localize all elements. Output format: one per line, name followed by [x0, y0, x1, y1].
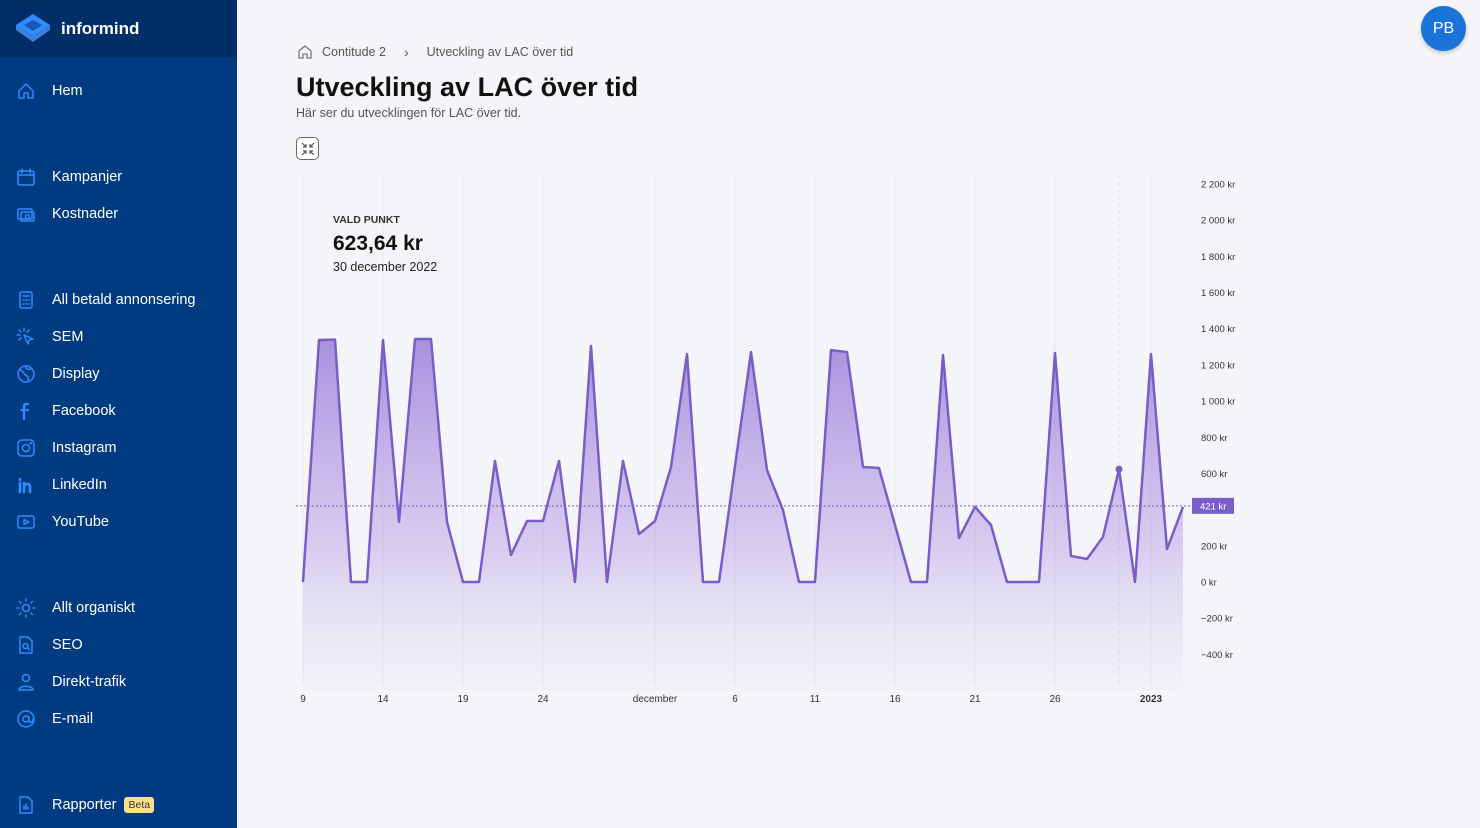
y-tick-label: 800 kr: [1201, 433, 1227, 444]
selected-point[interactable]: [1115, 465, 1123, 473]
at-icon: [17, 710, 35, 728]
selected-point-panel: VALD PUNKT 623,64 kr 30 december 2022: [333, 214, 437, 274]
sidebar-item-youtube[interactable]: YouTube: [0, 507, 237, 537]
report-icon: [19, 796, 33, 814]
x-tick-label: 6: [732, 694, 738, 705]
calculator-icon: [19, 291, 33, 309]
x-tick-label: 19: [457, 694, 469, 705]
home-icon[interactable]: [297, 44, 313, 60]
sidebar-item-label: Allt organiskt: [52, 600, 136, 616]
sidebar-item-label: SEM: [52, 329, 84, 345]
x-tick-label: 11: [810, 694, 821, 705]
search-document-icon: [19, 636, 33, 654]
instagram-icon: [17, 439, 35, 457]
average-label: 421 kr: [1200, 501, 1226, 512]
sidebar-item-label: Hem: [52, 83, 83, 99]
sidebar-item-label: E-mail: [52, 711, 94, 727]
youtube-icon: [17, 515, 35, 529]
x-tick-label: december: [633, 694, 678, 705]
cursor-click-icon: [16, 327, 34, 345]
globe-icon: [17, 365, 35, 383]
y-tick-label: 1 600 kr: [1201, 288, 1235, 299]
sidebar: informind Hem Kampanjer Kostnader All betal…: [0, 0, 237, 828]
chevron-right-icon: ›: [403, 44, 409, 60]
sidebar-item-label: SEO: [52, 637, 83, 653]
y-tick-label: −400 kr: [1201, 650, 1233, 661]
y-tick-label: 1 200 kr: [1201, 360, 1235, 371]
home-icon: [18, 83, 34, 99]
breadcrumb-current: Utveckling av LAC över tid: [426, 45, 574, 59]
sidebar-item-label: Facebook: [52, 403, 116, 419]
sidebar-item-seo[interactable]: SEO: [0, 630, 237, 660]
page-subtitle: Här ser du utvecklingen för LAC över tid…: [296, 106, 522, 120]
y-tick-label: 1 800 kr: [1201, 252, 1235, 263]
beta-badge: Beta: [124, 797, 155, 813]
collapse-button[interactable]: [296, 137, 319, 160]
y-tick-label: 2 200 kr: [1201, 180, 1235, 191]
selected-label: VALD PUNKT: [333, 214, 400, 226]
selected-date: 30 december 2022: [333, 260, 438, 274]
y-tick-label: 600 kr: [1201, 469, 1227, 480]
sidebar-item-kampanjer[interactable]: Kampanjer: [0, 162, 237, 192]
series-line: [301, 337, 1185, 584]
y-tick-label: 0 kr: [1201, 578, 1217, 589]
sidebar-item-sem[interactable]: SEM: [0, 322, 237, 352]
linkedin-icon: [18, 477, 32, 494]
area-fill: [303, 339, 1183, 690]
y-tick-label: −200 kr: [1201, 614, 1233, 625]
sidebar-item-label: YouTube: [52, 514, 109, 530]
sidebar-item-label: Kostnader: [52, 206, 119, 222]
x-tick-label: 2023: [1140, 694, 1163, 705]
sidebar-item-hem[interactable]: Hem: [0, 76, 237, 106]
sidebar-item-label: Rapporter: [52, 797, 117, 813]
x-tick-label: 24: [537, 694, 549, 705]
sidebar-item-all-betald-annonsering[interactable]: All betald annonsering: [0, 285, 237, 315]
breadcrumb: Contitude 2 › Utveckling av LAC över tid: [297, 44, 573, 60]
x-tick-label: 14: [377, 694, 389, 705]
facebook-icon: [20, 402, 30, 421]
sidebar-item-instagram[interactable]: Instagram: [0, 433, 237, 463]
collapse-icon: [301, 142, 314, 155]
sidebar-item-label: Instagram: [52, 440, 117, 456]
sidebar-item-label: Direkt-trafik: [52, 674, 127, 690]
page-title: Utveckling av LAC över tid: [296, 72, 639, 102]
brand-name: informind: [61, 18, 140, 38]
sidebar-item-label: Kampanjer: [52, 169, 123, 185]
x-tick-label: 26: [1049, 694, 1061, 705]
x-tick-label: 9: [300, 694, 306, 705]
sidebar-item-label: Display: [52, 366, 100, 382]
sidebar-item-direkt-trafik[interactable]: Direkt-trafik: [0, 667, 237, 697]
y-tick-label: 1 000 kr: [1201, 397, 1235, 408]
sidebar-item-display[interactable]: Display: [0, 359, 237, 389]
y-tick-label: 1 400 kr: [1201, 324, 1235, 335]
brand-header[interactable]: informind: [0, 0, 237, 57]
sidebar-item-kostnader[interactable]: Kostnader: [0, 199, 237, 229]
breadcrumb-home[interactable]: Contitude 2: [322, 45, 386, 59]
sidebar-item-label: All betald annonsering: [52, 292, 196, 308]
sidebar-item-rapporter[interactable]: Rapporter Beta: [0, 790, 237, 820]
sidebar-item-linkedin[interactable]: LinkedIn: [0, 470, 237, 500]
sidebar-item-e-mail[interactable]: E-mail: [0, 704, 237, 734]
sun-icon: [16, 598, 36, 618]
user-icon: [18, 673, 34, 691]
y-tick-label: 200 kr: [1201, 541, 1227, 552]
money-icon: [17, 208, 35, 222]
sidebar-item-facebook[interactable]: Facebook: [0, 396, 237, 426]
x-tick-label: 21: [969, 694, 981, 705]
y-tick-label: 2 000 kr: [1201, 216, 1235, 227]
user-avatar[interactable]: PB: [1421, 6, 1466, 51]
selected-value: 623,64 kr: [333, 232, 423, 255]
sidebar-item-allt-organiskt[interactable]: Allt organiskt: [0, 593, 237, 623]
logo-icon: [16, 13, 50, 42]
average-badge: [1192, 497, 1234, 514]
sidebar-item-label: LinkedIn: [52, 477, 107, 493]
calendar-icon: [17, 168, 35, 186]
x-tick-label: 16: [889, 694, 901, 705]
